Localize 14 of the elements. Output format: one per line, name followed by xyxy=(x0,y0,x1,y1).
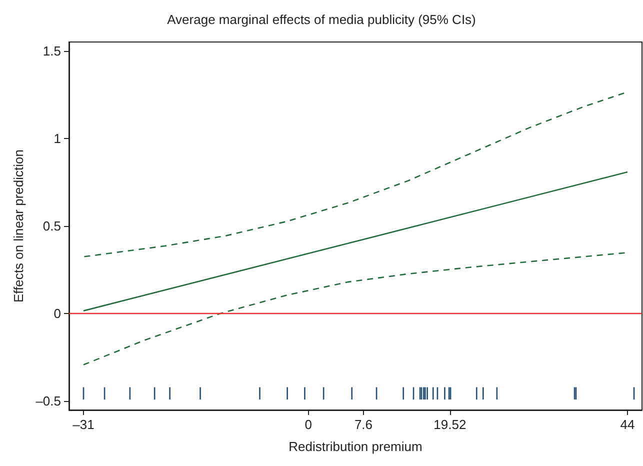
y-tick-label: 1.5 xyxy=(42,43,61,58)
x-axis-title: Redistribution premium xyxy=(288,439,422,454)
y-axis-title: Effects on linear prediction xyxy=(10,150,26,302)
y-tick-label: 1 xyxy=(54,130,61,146)
line-series xyxy=(84,92,627,258)
x-tick-label: 0 xyxy=(304,417,312,432)
chart-title: Average marginal effects of media publicity (95% CIs) xyxy=(167,12,476,27)
y-tick-label: –0.5 xyxy=(36,394,61,409)
x-tick-label: –31 xyxy=(72,417,94,432)
y-tick-label: 0.5 xyxy=(42,218,61,234)
x-tick-label: 7.6 xyxy=(354,417,373,432)
x-tick-label: 19.52 xyxy=(434,417,466,432)
x-tick-label: 44 xyxy=(620,417,635,432)
y-tick-label: 0 xyxy=(54,306,61,322)
